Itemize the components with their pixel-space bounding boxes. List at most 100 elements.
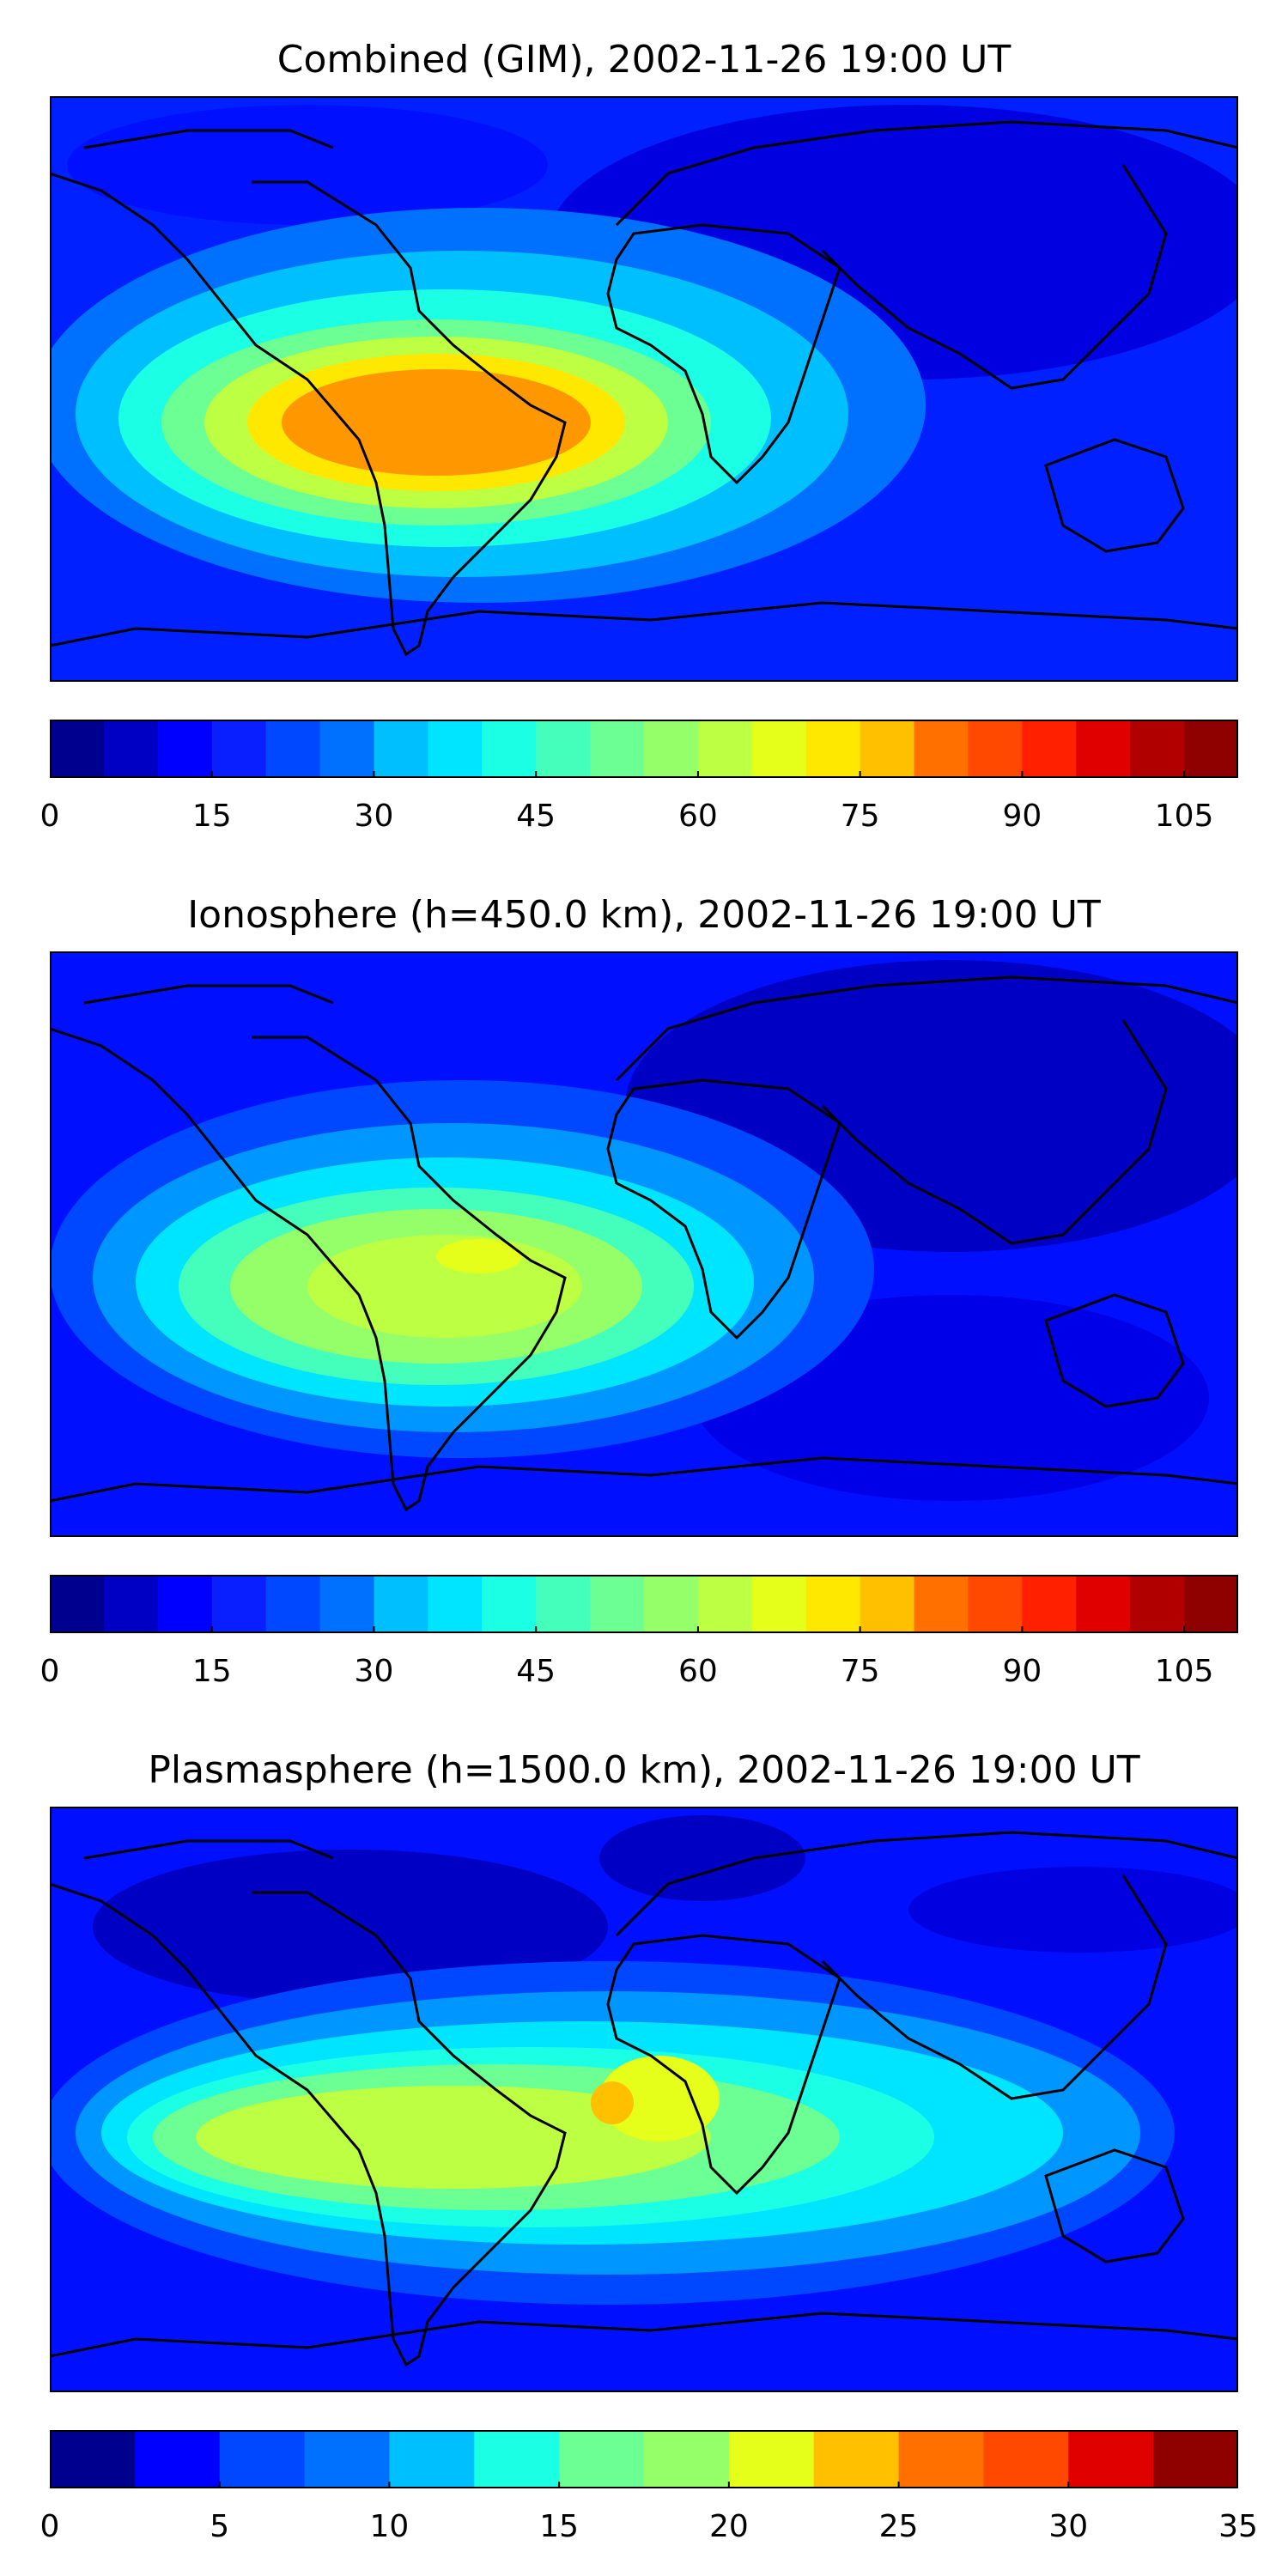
colorbar-segment — [389, 2430, 475, 2488]
colorbar-segment — [1068, 2430, 1154, 2488]
colorbar-segment — [751, 1575, 807, 1633]
colorbar-tick-label: 0 — [39, 1654, 60, 1689]
panel-1-colorbar — [49, 720, 1239, 778]
colorbar-segment — [1076, 720, 1131, 778]
coastline-australia — [1044, 2148, 1185, 2263]
coastline-africa — [606, 1934, 841, 2196]
panel-3-map — [50, 1807, 1238, 2392]
colorbar-segment — [1184, 1575, 1239, 1633]
colorbar-tick-label: 5 — [210, 2509, 230, 2544]
colorbar-tick-label: 60 — [678, 1654, 718, 1689]
colorbar-segment — [644, 1575, 699, 1633]
colorbar-segment — [805, 720, 861, 778]
coastline-australia — [1044, 438, 1185, 553]
coastline-africa — [606, 1078, 841, 1340]
colorbar-tick-label: 0 — [39, 2509, 60, 2544]
coastline-eurasia — [615, 975, 1238, 1245]
contour-low-arctic-east — [599, 1815, 805, 1901]
contour-70 — [436, 1239, 522, 1273]
colorbar-segment — [1184, 720, 1239, 778]
panel-1-title: Combined (GIM), 2002-11-26 19:00 UT — [276, 38, 1012, 82]
colorbar-segment — [983, 2430, 1069, 2488]
colorbar-segment — [219, 2430, 306, 2488]
colorbar-segment — [50, 1575, 105, 1633]
colorbar-segment — [482, 1575, 537, 1633]
colorbar-segment — [50, 720, 105, 778]
colorbar-tick-label: 15 — [539, 2509, 580, 2544]
colorbar-tick-label: 30 — [354, 1654, 394, 1689]
colorbar-segment — [103, 720, 159, 778]
colorbar-segment — [50, 2430, 136, 2488]
colorbar-tick-label: 30 — [354, 799, 394, 834]
colorbar-segment — [211, 1575, 267, 1633]
colorbar-segment — [697, 720, 753, 778]
colorbar-segment — [157, 720, 213, 778]
colorbar-segment — [968, 1575, 1023, 1633]
colorbar-segment — [265, 1575, 321, 1633]
colorbar-segment — [265, 720, 321, 778]
panel-2-map — [50, 951, 1238, 1537]
colorbar-svg — [49, 1575, 1239, 1633]
colorbar-segment — [1076, 1575, 1131, 1633]
colorbar-tick-label: 15 — [191, 1654, 232, 1689]
colorbar-segment — [428, 720, 483, 778]
colorbar-segment — [103, 1575, 159, 1633]
panel-3-colorbar-ticks: 0 5 10 15 20 25 30 35 — [40, 2509, 1258, 2552]
coastline-americas — [50, 984, 567, 1512]
contour-low-siberia — [908, 1867, 1238, 1953]
colorbar-segment — [474, 2430, 560, 2488]
panel-1-colorbar-ticks: 0 15 30 45 60 75 90 105 — [40, 799, 1238, 841]
colorbar-segment — [914, 720, 969, 778]
colorbar-frame — [50, 2430, 1238, 2488]
colorbar-segment — [374, 720, 428, 778]
colorbar-tick-label: 75 — [840, 799, 880, 834]
colorbar-segment — [1153, 2430, 1239, 2488]
panel-1-map — [50, 96, 1238, 682]
map-frame — [50, 951, 1238, 1537]
colorbar-segment — [482, 720, 537, 778]
map-frame — [50, 96, 1238, 682]
colorbar-svg — [49, 2430, 1239, 2488]
panel-2-colorbar-ticks: 0 15 30 45 60 75 90 105 — [40, 1654, 1238, 1697]
colorbar-segment — [536, 720, 591, 778]
contour-low-arctic-west — [93, 1850, 608, 2004]
panel-2-colorbar — [49, 1575, 1239, 1633]
contour-85 — [282, 369, 591, 476]
coastline-eurasia — [615, 120, 1238, 390]
colorbar-segment — [134, 2430, 221, 2488]
colorbar-tick-label: 90 — [1002, 1654, 1042, 1689]
colorbar-segment — [751, 720, 807, 778]
colorbar-frame — [50, 720, 1238, 778]
panel-3-map-svg — [50, 1807, 1238, 2392]
coastline-antarctica — [50, 2312, 1238, 2358]
colorbar-tick-label: 30 — [1048, 2509, 1089, 2544]
coastline-eurasia — [615, 1831, 1238, 2100]
coastline-americas — [50, 1839, 567, 2367]
colorbar-tick-label: 0 — [39, 799, 60, 834]
colorbar-segment — [319, 1575, 375, 1633]
colorbar-segment — [304, 2430, 391, 2488]
colorbar-segment — [1130, 1575, 1185, 1633]
colorbar-segment — [1022, 720, 1077, 778]
colorbar-segment — [914, 1575, 969, 1633]
panel-2-title: Ionosphere (h=450.0 km), 2002-11-26 19:0… — [187, 893, 1101, 937]
colorbar-segment — [559, 2430, 645, 2488]
colorbar-segment — [968, 720, 1023, 778]
colorbar-segment — [644, 720, 699, 778]
colorbar-segment — [697, 1575, 753, 1633]
colorbar-tick-label: 25 — [878, 2509, 919, 2544]
colorbar-segment — [428, 1575, 483, 1633]
colorbar-tick-label: 60 — [678, 799, 718, 834]
colorbar-svg — [49, 720, 1239, 778]
colorbar-tick-label: 15 — [191, 799, 232, 834]
panel-3-colorbar — [49, 2430, 1239, 2488]
panel-3-title: Plasmasphere (h=1500.0 km), 2002-11-26 1… — [148, 1748, 1140, 1792]
contour-low-arctic — [67, 105, 548, 225]
panel-2-map-svg — [50, 951, 1238, 1537]
coastline-antarctica — [50, 1456, 1238, 1503]
colorbar-segment — [728, 2430, 815, 2488]
colorbar-segment — [644, 2430, 730, 2488]
colorbar-segment — [319, 720, 375, 778]
colorbar-segment — [374, 1575, 428, 1633]
coastline-americas — [50, 129, 567, 657]
